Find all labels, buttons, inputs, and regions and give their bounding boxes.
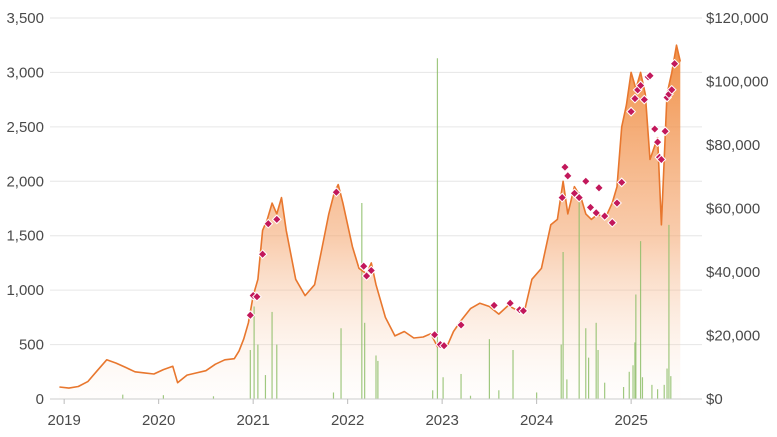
- y-left-tick-label: 2,000: [6, 173, 44, 190]
- trade-marker: [645, 70, 655, 81]
- y-right-tick-label: $120,000: [706, 10, 769, 27]
- y-right-tick-label: $20,000: [706, 328, 760, 345]
- trade-marker: [656, 154, 667, 165]
- y-right-tick-label: $80,000: [706, 137, 760, 154]
- trade-marker: [666, 84, 677, 95]
- trade-marker: [629, 93, 640, 104]
- volume-bars: [122, 58, 672, 399]
- trade-marker: [635, 80, 646, 91]
- trade-marker: [669, 58, 680, 69]
- watermark: @lvsca: [656, 402, 740, 422]
- trade-marker: [612, 198, 622, 208]
- price-area-fill: [59, 45, 681, 399]
- price-line: [59, 44, 682, 389]
- y-right-tick-label: $100,000: [706, 74, 769, 91]
- y-left-tick-label: 3,000: [6, 64, 44, 81]
- trade-marker: [331, 187, 342, 198]
- trade-marker: [649, 124, 660, 134]
- trade-marker: [580, 176, 591, 187]
- trade-marker: [557, 192, 568, 203]
- trade-marker: [245, 310, 256, 321]
- trade-marker: [489, 300, 500, 311]
- y-right-tick-label: $60,000: [706, 201, 760, 218]
- trade-marker: [591, 207, 602, 218]
- trade-marker: [560, 162, 570, 173]
- y-left-tick-label: 500: [19, 337, 44, 354]
- price-area: [59, 45, 681, 399]
- trade-marker: [439, 340, 450, 351]
- trade-marker: [660, 126, 671, 137]
- trade-marker: [429, 329, 440, 340]
- x-axis: 2019 2020 2021 2022 2023 2024 2025: [47, 398, 702, 429]
- trade-marker: [639, 94, 650, 105]
- y-left-tick-label: 0: [36, 391, 44, 408]
- binance-logo-icon: [656, 402, 676, 422]
- trade-marker: [626, 106, 637, 117]
- x-tick-label: 2023: [425, 412, 458, 429]
- x-tick-label: 2020: [142, 412, 175, 429]
- y-left-tick-label: 1,500: [6, 228, 44, 245]
- trade-marker: [257, 249, 268, 260]
- x-tick-label: 2021: [236, 412, 269, 429]
- price-line-path: [59, 44, 682, 389]
- trade-marker: [562, 170, 573, 181]
- trade-marker: [574, 192, 585, 203]
- y-left-tick-label: 3,500: [6, 10, 44, 27]
- right-y-axis: $0 $20,000 $40,000 $60,000 $80,000 $100,000 $1…: [706, 10, 769, 408]
- x-tick-label: 2025: [614, 412, 647, 429]
- trade-marker: [271, 214, 282, 225]
- trade-markers: [245, 58, 680, 351]
- watermark-text: @lvsca: [680, 402, 740, 422]
- trade-marker: [366, 265, 377, 276]
- trade-marker: [361, 271, 372, 281]
- trade-marker: [505, 298, 516, 309]
- x-tick-label: 2019: [47, 412, 80, 429]
- trade-marker: [456, 320, 466, 330]
- x-tick-label: 2022: [331, 412, 364, 429]
- trade-marker: [518, 305, 529, 316]
- y-left-tick-label: 2,500: [6, 119, 44, 136]
- trade-marker: [599, 211, 610, 222]
- left-y-axis: 0 500 1,000 1,500 2,000 2,500 3,000 3,500: [6, 10, 44, 408]
- y-right-tick-label: $0: [706, 391, 723, 408]
- trade-marker: [251, 291, 262, 302]
- x-tick-label: 2024: [520, 412, 553, 429]
- y-left-tick-label: 1,000: [6, 282, 44, 299]
- trade-marker: [594, 182, 604, 193]
- trade-marker: [263, 218, 274, 229]
- trade-marker: [358, 261, 369, 272]
- trade-marker: [616, 177, 627, 188]
- trade-marker: [652, 137, 663, 148]
- trade-marker: [585, 202, 596, 213]
- trade-marker: [607, 217, 618, 228]
- y-right-tick-label: $40,000: [706, 264, 760, 281]
